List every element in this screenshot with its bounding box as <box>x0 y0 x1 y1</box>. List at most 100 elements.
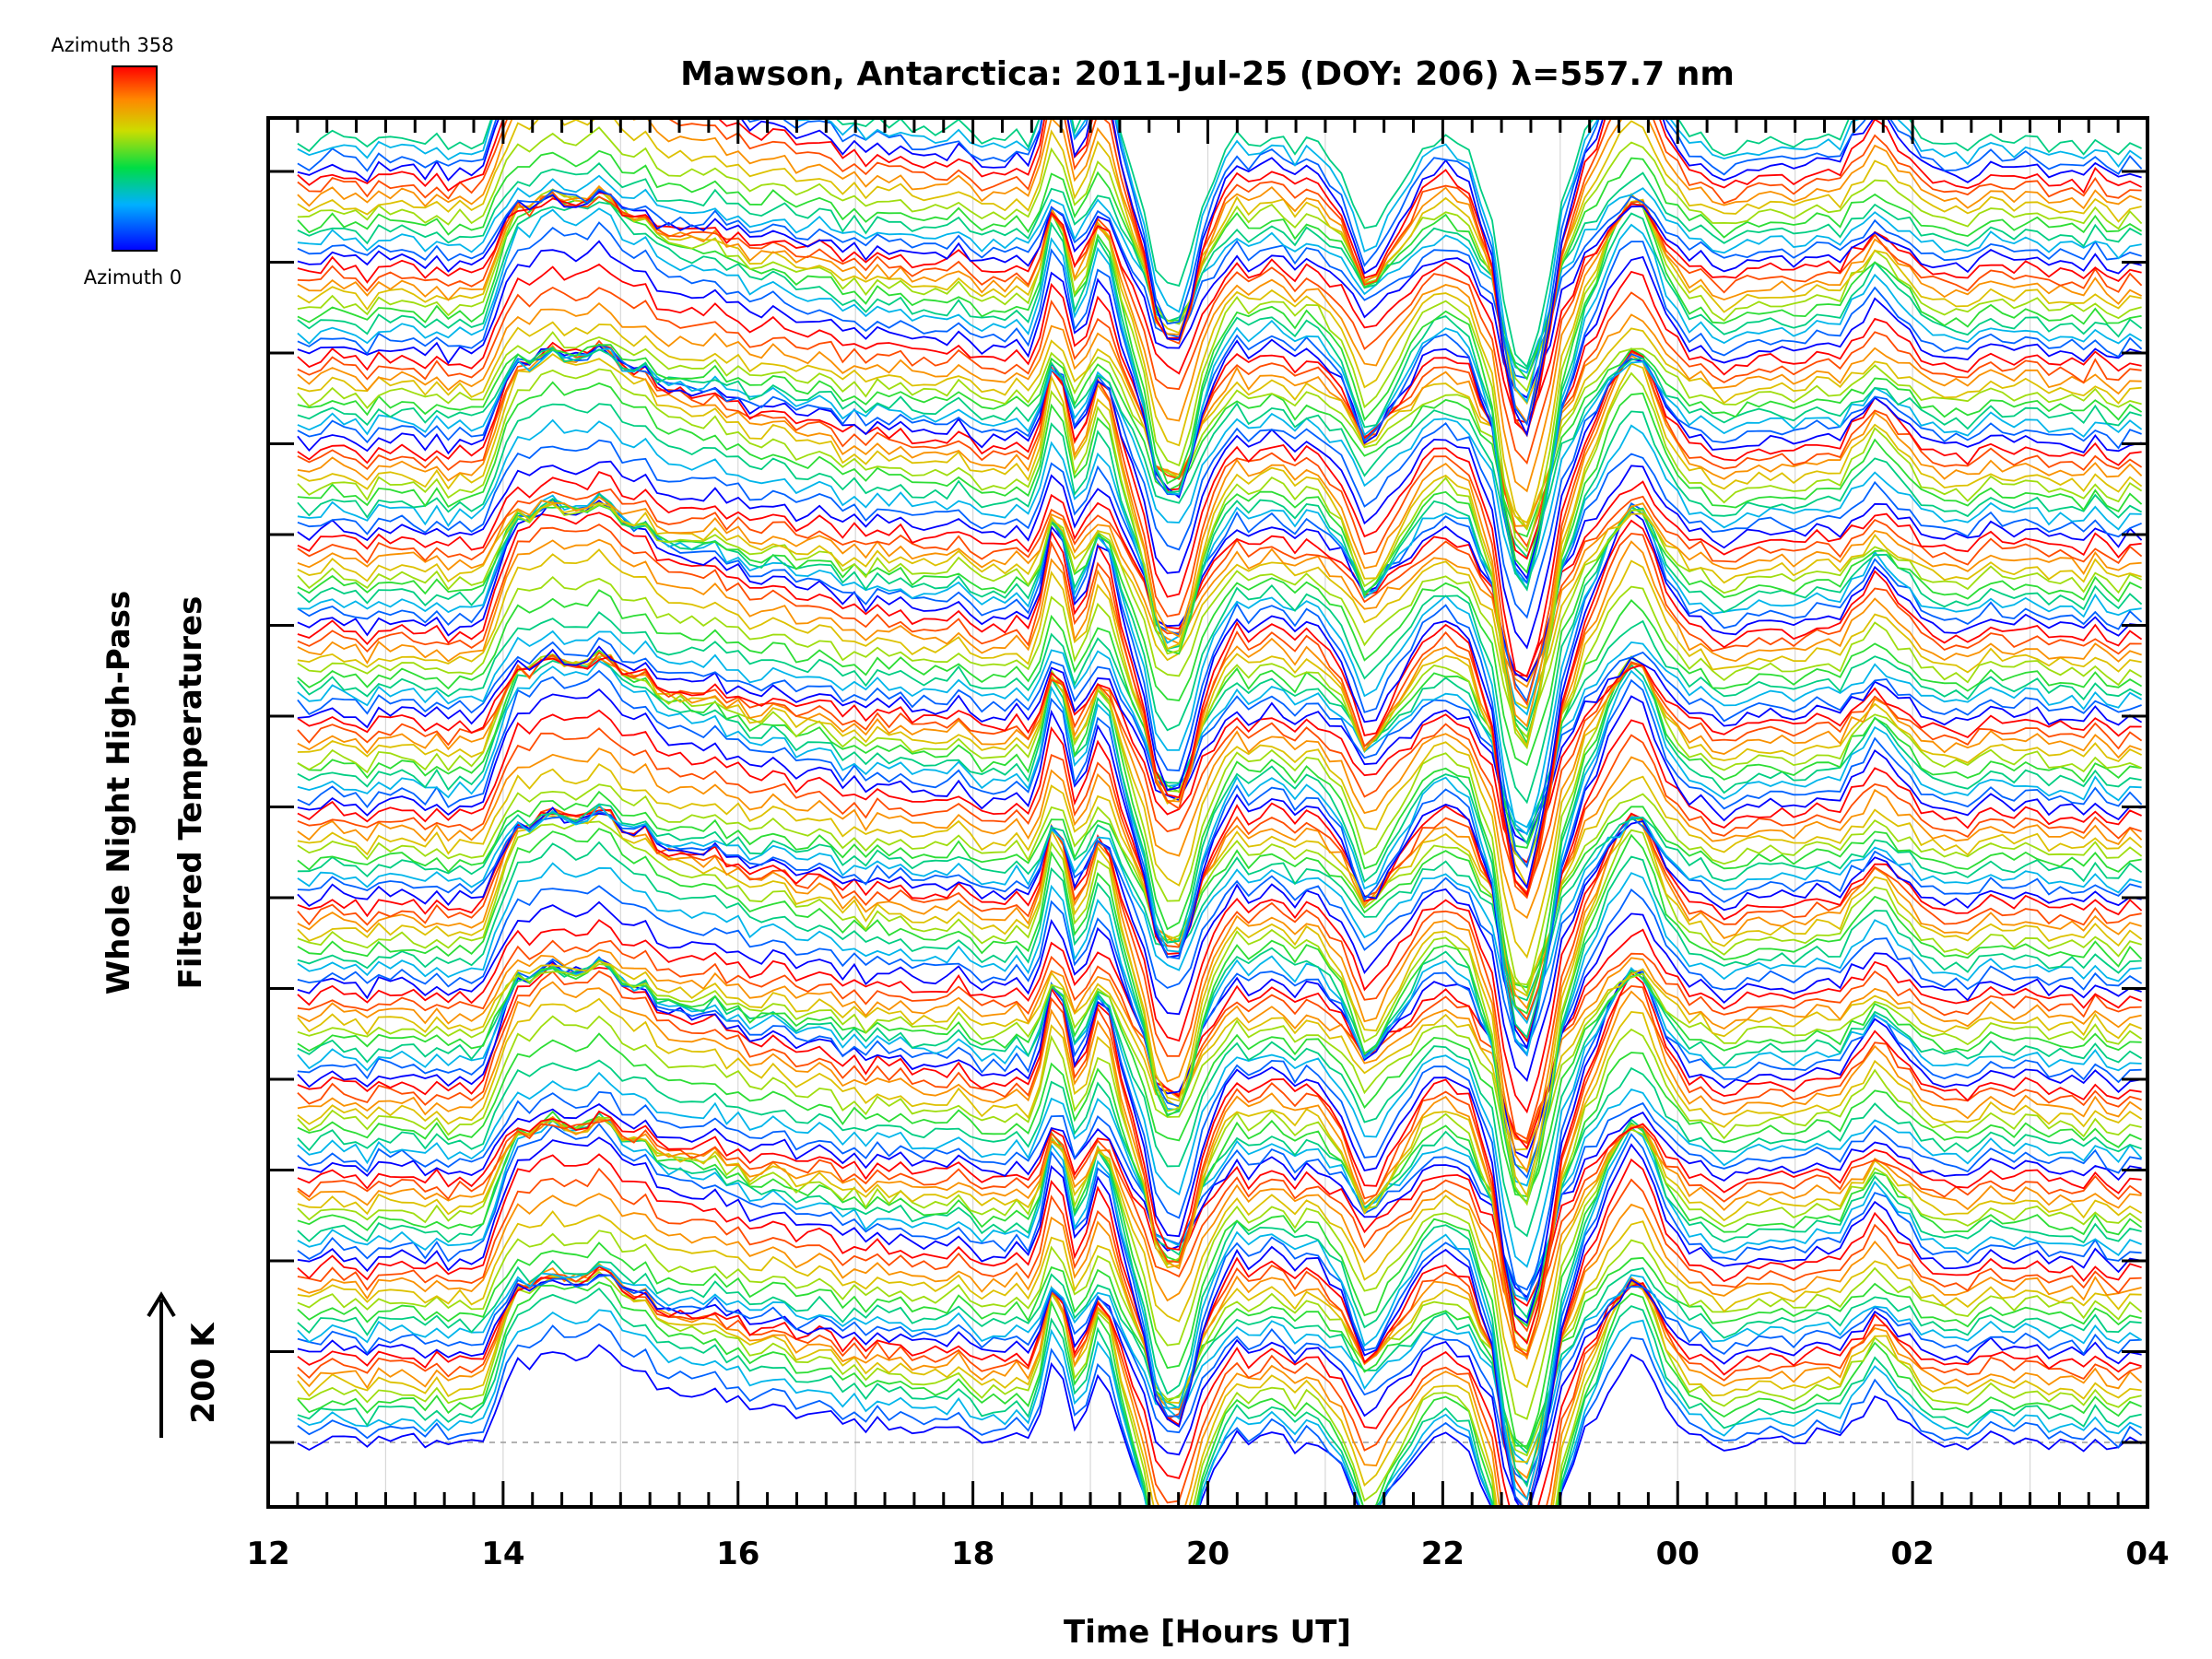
series-line <box>297 1281 2142 1507</box>
series-line <box>297 960 2142 1151</box>
colorbar-gradient <box>112 65 158 252</box>
series-line <box>297 118 2142 438</box>
series-line <box>297 803 2142 1025</box>
series-line <box>297 207 2143 592</box>
series-line <box>297 669 2143 1057</box>
series-line <box>297 629 2143 829</box>
scale-arrowhead <box>147 1291 176 1318</box>
series-line <box>297 962 2142 1345</box>
series-line <box>297 939 2142 1145</box>
series-line <box>297 900 2142 1159</box>
series-line <box>297 1274 2142 1485</box>
series-line <box>297 118 2142 406</box>
y-axis-label-line1: Whole Night High-Pass <box>100 591 137 995</box>
series-line <box>297 1118 2143 1333</box>
series-line <box>297 263 2142 560</box>
x-tick-label: 16 <box>716 1535 759 1572</box>
series-line <box>297 1323 2143 1507</box>
series-line <box>297 343 2142 619</box>
series-line <box>297 997 2143 1353</box>
scale-indicator: 200 K <box>147 1291 222 1438</box>
series-line <box>297 803 2143 1002</box>
series-line <box>297 653 2142 959</box>
series-line <box>297 500 2142 739</box>
series-line <box>297 118 2143 435</box>
series-line <box>297 118 2142 438</box>
series-line <box>297 118 2143 427</box>
series-line <box>297 403 2143 732</box>
series-line <box>297 948 2142 1143</box>
colorbar-bottom-label: Azimuth 0 <box>84 266 182 288</box>
series-line <box>297 240 2142 581</box>
series-line <box>297 611 2143 845</box>
series-line <box>297 841 2142 1205</box>
plot-frame <box>266 116 2149 1509</box>
series-line <box>297 727 2142 1021</box>
x-tick-label: 14 <box>481 1535 524 1572</box>
series-line <box>297 1032 2142 1328</box>
series-line <box>297 418 2142 716</box>
series-line <box>297 1112 2142 1488</box>
series-line <box>297 1309 2142 1507</box>
series-line <box>297 1115 2143 1389</box>
series-line <box>297 321 2142 524</box>
series-line <box>297 201 2143 592</box>
series-line <box>297 957 2142 1324</box>
series-line <box>297 221 2143 585</box>
series-line <box>297 657 2142 920</box>
series-line <box>297 981 2143 1360</box>
series-line <box>297 1103 2142 1299</box>
y-axis-label-line2: Filtered Temperatures <box>172 596 209 990</box>
series-line <box>297 1344 2143 1507</box>
series-line <box>297 1287 2142 1507</box>
series-line <box>297 970 2142 1357</box>
series-line <box>297 1193 2142 1479</box>
series-line <box>297 645 2143 844</box>
series-line <box>297 1230 2143 1457</box>
series-line <box>297 302 2142 527</box>
series-line <box>297 1059 2142 1320</box>
series-line <box>297 747 2143 1010</box>
series-line <box>297 286 2142 548</box>
x-axis-label: Time [Hours UT] <box>1064 1614 1351 1651</box>
series-line <box>297 524 2142 900</box>
series-line <box>297 548 2142 888</box>
series-line <box>297 919 2142 1150</box>
series-line <box>297 1271 2142 1507</box>
series-line <box>297 184 2143 493</box>
chart-title: Mawson, Antarctica: 2011-Jul-25 (DOY: 20… <box>680 55 1735 93</box>
series-line <box>297 637 2142 835</box>
series-line <box>297 659 2142 1056</box>
x-tick-label: 12 <box>246 1535 289 1572</box>
series-line <box>297 126 2143 393</box>
series-line <box>297 188 2142 380</box>
colorbar: Azimuth 358 Azimuth 0 <box>51 34 182 288</box>
series-line <box>297 381 2143 746</box>
series-line <box>297 492 2143 805</box>
series-line <box>297 118 2142 369</box>
series-line <box>297 808 2143 1114</box>
series-line <box>297 439 2142 703</box>
series-line <box>297 1015 2142 1343</box>
series-line <box>297 471 2142 677</box>
series-line <box>297 191 2143 465</box>
series-line <box>297 1116 2143 1420</box>
series-line <box>297 651 2143 895</box>
series-line <box>297 810 2142 1050</box>
series-line <box>297 1115 2142 1359</box>
series-line <box>297 174 2142 374</box>
series-line <box>297 963 2143 1171</box>
x-tick-label: 22 <box>1421 1535 1465 1572</box>
series-line <box>297 1167 2142 1501</box>
series-line <box>297 347 2142 559</box>
series-line <box>297 1265 2142 1507</box>
series-line <box>297 353 2143 748</box>
series-group <box>297 118 2143 1507</box>
series-line <box>297 162 2143 371</box>
series-line <box>297 501 2142 710</box>
series-line <box>297 1153 2142 1507</box>
series-line <box>297 862 2142 1187</box>
series-line <box>297 1259 2142 1455</box>
x-tick-label: 00 <box>1656 1535 1700 1572</box>
series-line <box>297 783 2143 986</box>
